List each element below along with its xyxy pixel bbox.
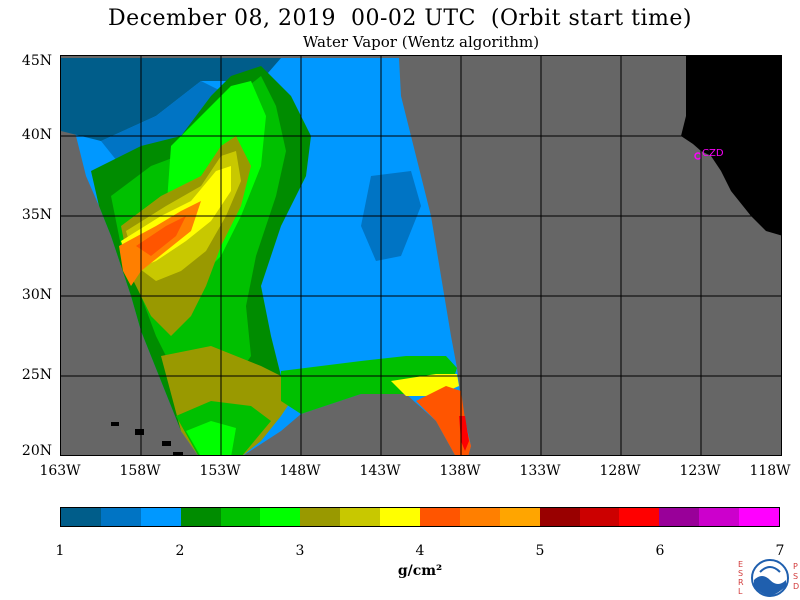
colorbar-swatch [659,508,700,526]
logo-left-letters: E S R L [738,560,746,596]
colorbar-swatch [300,508,341,526]
lon-label: 163W [39,463,81,479]
colorbar-label: 4 [415,543,425,559]
colorbar-swatch [140,508,181,526]
lon-label: 153W [199,463,241,479]
colorbar-swatch [220,508,261,526]
colorbar-units: g/cm² [397,563,443,579]
colorbar-swatch [380,508,421,526]
swath-north-mid [101,81,241,166]
noaa-emblem-icon [751,559,789,597]
colorbar-swatch [539,508,580,526]
logo-letter: S [738,569,744,578]
lon-label: 158W [119,463,161,479]
logo-letter: R [738,578,744,587]
page-title: December 08, 2019 00-02 UTC (Orbit start… [108,6,692,31]
hawaii-islands [111,422,183,455]
land-mass [681,56,781,236]
colorbar-swatch [619,508,660,526]
logo-letter: S [793,572,799,581]
colorbar-swatch [180,508,221,526]
map-panel: CZD [60,55,782,456]
lon-label: 128W [599,463,641,479]
station-marker: CZD [694,148,724,160]
logo-right-letters: P S D [793,562,800,592]
lat-label: 45N [21,53,52,69]
lat-label: 40N [21,127,52,143]
colorbar-swatch [340,508,381,526]
lon-label: 148W [279,463,321,479]
colorbar-label: 5 [535,543,545,559]
lon-label: 123W [679,463,721,479]
colorbar-swatch [260,508,301,526]
colorbar-swatch [61,508,101,526]
colorbar-swatch [579,508,620,526]
lat-label: 35N [21,207,52,223]
swath-red-orange [136,216,186,256]
station-label: CZD [702,148,724,159]
logo-letter: L [738,587,743,596]
swath-east-tip-orange [416,386,471,455]
colorbar-swatch [699,508,740,526]
page-subtitle: Water Vapor (Wentz algorithm) [302,33,540,51]
colorbar-swatch [100,508,141,526]
colorbar-label: 2 [175,543,185,559]
map-grid [61,56,781,455]
lon-label: 133W [519,463,561,479]
logo-letter: P [793,562,798,571]
colorbar-label: 3 [295,543,305,559]
swath-north-dark [61,58,281,141]
lat-label: 25N [21,367,52,383]
noaa-logo: E S R L P S D [736,556,800,600]
swath [61,58,471,455]
lat-label: 30N [21,287,52,303]
colorbar-label: 6 [655,543,665,559]
colorbar-swatch [459,508,500,526]
swath-rim-green [281,356,457,414]
colorbar-swatch [499,508,540,526]
colorbar [60,507,780,527]
map-canvas: CZD [61,56,781,455]
colorbar-label: 1 [55,543,65,559]
logo-letter: E [738,560,744,569]
lon-label: 138W [439,463,481,479]
colorbar-swatch [739,508,780,526]
lon-label: 118W [749,463,791,479]
lat-label: 20N [21,443,52,459]
colorbar-swatch [420,508,460,526]
lon-label: 143W [359,463,401,479]
colorbar-label: 7 [775,543,785,559]
swath-south-bright [186,421,236,455]
logo-letter: D [793,582,800,591]
